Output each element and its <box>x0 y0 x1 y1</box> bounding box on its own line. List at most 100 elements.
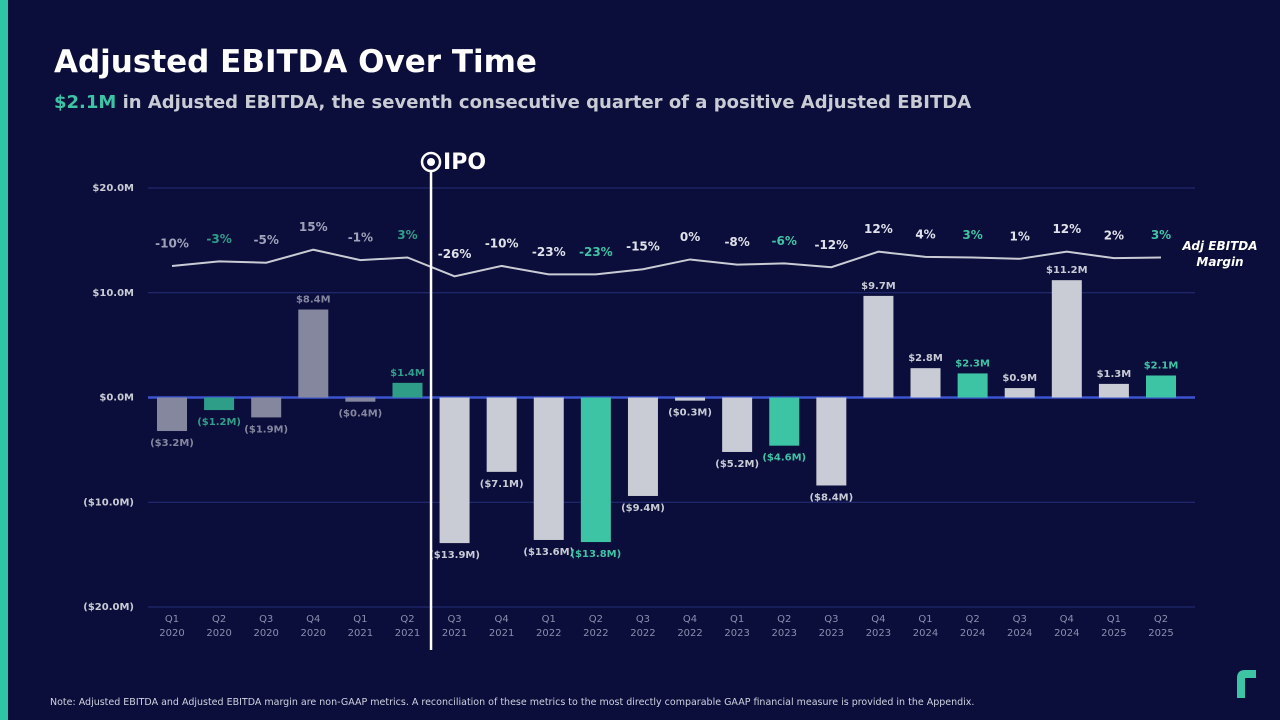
data-label: $9.7M <box>861 281 896 292</box>
bar <box>769 397 800 446</box>
x-tick-label: Q1 2025 <box>1101 614 1127 639</box>
y-tick-label: $20.0M <box>92 183 134 194</box>
bar <box>1051 280 1082 398</box>
margin-label: -6% <box>772 234 797 248</box>
margin-label: -8% <box>724 235 749 249</box>
margin-label: 12% <box>1052 222 1081 236</box>
bar <box>722 397 753 452</box>
bar <box>1004 388 1035 398</box>
margin-label: 4% <box>915 227 935 241</box>
bar <box>392 382 423 398</box>
x-tick-label: Q2 2021 <box>394 614 421 639</box>
subtitle: $2.1M in Adjusted EBITDA, the seventh co… <box>54 92 971 113</box>
margin-line <box>171 248 1162 278</box>
data-label: ($5.2M) <box>715 459 759 470</box>
subtitle-text: in Adjusted EBITDA, the seventh consecut… <box>122 92 972 113</box>
data-label: $1.3M <box>1097 369 1132 380</box>
x-tick-label: Q3 2021 <box>441 614 468 639</box>
data-label: ($8.4M) <box>809 492 853 503</box>
bar <box>486 397 517 472</box>
x-tick-label: Q3 2022 <box>630 614 656 639</box>
x-tick-label: Q2 2023 <box>771 614 797 639</box>
x-tick-label: Q3 2023 <box>818 614 845 639</box>
margin-label: -5% <box>254 233 279 247</box>
y-tick-label: $10.0M <box>92 288 134 299</box>
margin-label: -12% <box>814 238 848 252</box>
data-label: ($13.8M) <box>570 549 621 560</box>
x-tick-label: Q2 2020 <box>206 614 232 639</box>
y-tick-label: ($10.0M) <box>83 497 134 508</box>
bar <box>675 397 706 401</box>
data-label: $11.2M <box>1046 265 1088 276</box>
bar <box>816 397 847 486</box>
margin-label: -1% <box>348 231 373 245</box>
data-label: ($1.2M) <box>197 417 241 428</box>
footnote: Note: Adjusted EBITDA and Adjusted EBITD… <box>50 697 975 708</box>
y-tick-label: $0.0M <box>99 393 134 404</box>
x-tick-label: Q3 2020 <box>253 614 279 639</box>
margin-label: 15% <box>299 220 328 234</box>
data-label: ($9.4M) <box>621 503 665 514</box>
x-tick-label: Q3 2024 <box>1006 614 1033 639</box>
margin-label: -23% <box>579 245 613 259</box>
margin-label: 0% <box>680 230 700 244</box>
x-tick-label: Q4 2020 <box>300 614 326 639</box>
bar <box>533 397 564 540</box>
x-tick-label: Q1 2024 <box>912 614 939 639</box>
x-tick-label: Q1 2022 <box>536 614 562 639</box>
bar <box>345 397 376 402</box>
bar <box>627 397 658 496</box>
bar <box>298 309 329 398</box>
bar <box>204 397 235 411</box>
margin-label: 3% <box>1151 228 1171 242</box>
data-label: ($13.6M) <box>523 547 574 558</box>
margin-label: -15% <box>626 240 660 254</box>
data-label: ($0.3M) <box>668 408 712 419</box>
x-tick-label: Q2 2025 <box>1148 614 1174 639</box>
data-label: ($13.9M) <box>429 550 480 561</box>
data-label: $0.9M <box>1002 373 1037 384</box>
margin-label: -26% <box>438 247 472 261</box>
x-tick-label: Q2 2022 <box>583 614 609 639</box>
margin-label: 3% <box>397 228 417 242</box>
title: Adjusted EBITDA Over Time <box>54 44 537 80</box>
x-tick-label: Q1 2020 <box>159 614 185 639</box>
margin-label: 3% <box>962 228 982 242</box>
bar <box>957 373 988 398</box>
bar <box>910 368 941 398</box>
data-label: ($4.6M) <box>762 453 806 464</box>
bar <box>1098 383 1129 398</box>
x-tick-label: Q2 2024 <box>959 614 986 639</box>
logo <box>1237 670 1256 698</box>
margin-label: 1% <box>1010 229 1030 243</box>
x-tick-label: Q4 2023 <box>865 614 892 639</box>
margin-label: -23% <box>532 245 566 259</box>
x-tick-label: Q4 2021 <box>488 614 515 639</box>
bar <box>251 397 282 418</box>
margin-label: -10% <box>155 236 189 250</box>
margin-label: 12% <box>864 222 893 236</box>
data-label: ($3.2M) <box>150 438 194 449</box>
data-label: $2.1M <box>1144 361 1179 372</box>
x-tick-label: Q1 2023 <box>724 614 750 639</box>
x-tick-label: Q4 2022 <box>677 614 703 639</box>
bar <box>1146 375 1176 398</box>
data-label: ($0.4M) <box>338 409 382 420</box>
data-label: ($7.1M) <box>480 479 524 490</box>
data-label: ($1.9M) <box>244 424 288 435</box>
y-tick-label: ($20.0M) <box>83 602 134 613</box>
data-label: $2.8M <box>908 353 943 364</box>
subtitle-highlight: $2.1M <box>54 92 117 113</box>
ipo-marker-dot <box>427 158 436 166</box>
data-label: $1.4M <box>390 368 425 379</box>
legend-entry: Adj EBITDA Margin <box>1182 239 1258 269</box>
x-tick-label: Q4 2024 <box>1054 614 1080 639</box>
bar <box>439 397 470 544</box>
margin-label: -3% <box>206 232 231 246</box>
margin-label: -10% <box>485 236 519 250</box>
bar <box>863 295 894 398</box>
margin-label: 2% <box>1104 229 1124 243</box>
accent-stripe <box>0 0 8 720</box>
